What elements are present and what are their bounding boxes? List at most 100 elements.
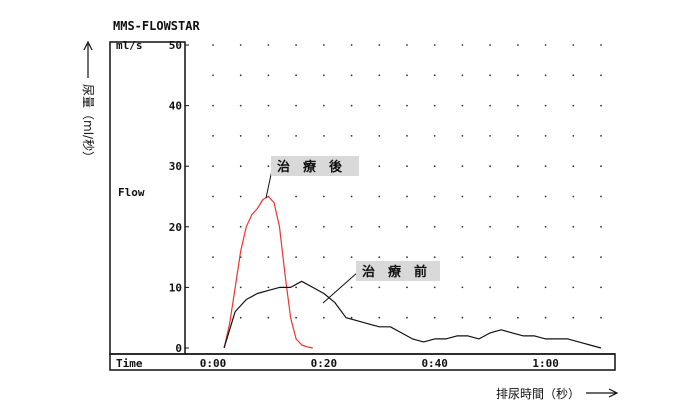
annotation-before-label: 治 療 前 — [362, 264, 427, 280]
x-tick-label: 0:00 — [200, 357, 227, 370]
grid-dot — [378, 225, 381, 228]
y-tick-label: 20 — [169, 221, 182, 234]
grid-dot — [212, 286, 214, 289]
grid-dot — [600, 74, 602, 77]
grid-dot — [323, 256, 325, 258]
grid-dot — [406, 135, 408, 137]
grid-dot — [295, 104, 297, 107]
grid-dot — [350, 44, 353, 46]
grid-dot — [267, 74, 270, 77]
grid-dot — [239, 316, 242, 319]
grid-dot — [267, 165, 270, 168]
grid-dot — [212, 225, 214, 228]
grid-dot — [295, 316, 297, 319]
grid-dot — [295, 195, 297, 198]
grid-dot — [239, 195, 242, 198]
grid-dot — [350, 104, 353, 107]
grid-dot — [239, 44, 242, 46]
grid-dot — [600, 44, 602, 46]
x-tick-label: 1:00 — [532, 357, 559, 370]
grid-dot — [433, 74, 436, 77]
grid-dot — [461, 135, 464, 137]
grid-dot — [544, 195, 547, 198]
grid-dot — [295, 74, 297, 77]
grid-dot — [544, 256, 547, 258]
grid-dot — [517, 195, 519, 198]
grid-dot — [323, 225, 325, 228]
grid-dot — [323, 316, 325, 319]
grid-dot — [433, 286, 436, 289]
y-tick-labels: 0 10 20 30 40 50 — [169, 39, 189, 355]
grid-dot — [433, 256, 436, 258]
grid-dot — [572, 135, 575, 137]
grid-dot — [378, 316, 381, 319]
grid-dot — [572, 44, 575, 46]
grid-dot — [572, 104, 575, 107]
grid-dot — [433, 44, 436, 46]
y-tick-label: 50 — [169, 39, 182, 52]
grid-dot — [323, 286, 325, 289]
y-tick-label: 30 — [169, 160, 182, 173]
grid-dot — [378, 165, 381, 168]
grid-dot — [489, 316, 491, 319]
y-tick-label: 10 — [169, 281, 182, 294]
grid-dot — [544, 104, 547, 107]
grid-dot — [600, 225, 602, 228]
grid-dot — [267, 316, 270, 319]
x-arrow-head — [608, 388, 619, 398]
grid-dot — [323, 135, 325, 137]
grid-dot — [572, 165, 575, 168]
grid-dot — [323, 44, 325, 46]
grid-dot — [517, 316, 519, 319]
series-line-after — [223, 195, 313, 349]
grid-dot — [212, 256, 214, 258]
grid-dot — [489, 165, 491, 168]
grid-dot — [406, 256, 408, 258]
device-title: MMS-FLOWSTAR — [113, 19, 200, 33]
grid-dot — [600, 135, 602, 137]
grid-dots — [212, 44, 602, 319]
grid-dot — [461, 256, 464, 258]
grid-dot — [600, 286, 602, 289]
grid-dot — [212, 165, 214, 168]
grid-dot — [544, 135, 547, 137]
grid-dot — [267, 104, 270, 107]
grid-dot — [406, 286, 408, 289]
x-tick-label: 0:20 — [311, 357, 338, 370]
grid-dot — [267, 225, 270, 228]
grid-dot — [489, 44, 491, 46]
grid-dot — [378, 135, 381, 137]
flow-label: Flow — [118, 186, 145, 199]
y-axis-label: 尿量（ml/秒） — [81, 84, 95, 163]
grid-dot — [461, 104, 464, 107]
grid-dot — [350, 135, 353, 137]
grid-dot — [461, 74, 464, 77]
grid-dot — [461, 165, 464, 168]
grid-dot — [239, 104, 242, 107]
grid-dot — [572, 256, 575, 258]
grid-dot — [406, 44, 408, 46]
grid-dot — [433, 225, 436, 228]
annotation-after-label: 治 療 後 — [277, 159, 343, 175]
grid-dot — [600, 256, 602, 258]
grid-dot — [267, 286, 270, 289]
grid-dot — [212, 104, 214, 107]
grid-dot — [406, 225, 408, 228]
grid-dot — [489, 225, 491, 228]
grid-dot — [406, 165, 408, 168]
grid-dot — [461, 225, 464, 228]
x-tick-label: 0:40 — [421, 357, 448, 370]
grid-dot — [572, 195, 575, 198]
grid-dot — [378, 74, 381, 77]
grid-dot — [517, 44, 519, 46]
grid-dot — [239, 165, 242, 168]
annotation-before-pointer — [322, 271, 359, 304]
grid-dot — [295, 256, 297, 258]
grid-dot — [350, 286, 353, 289]
grid-dot — [323, 195, 325, 198]
grid-dot — [517, 104, 519, 107]
grid-dot — [378, 256, 381, 258]
grid-dot — [517, 225, 519, 228]
grid-dot — [489, 286, 491, 289]
grid-dot — [212, 195, 214, 198]
